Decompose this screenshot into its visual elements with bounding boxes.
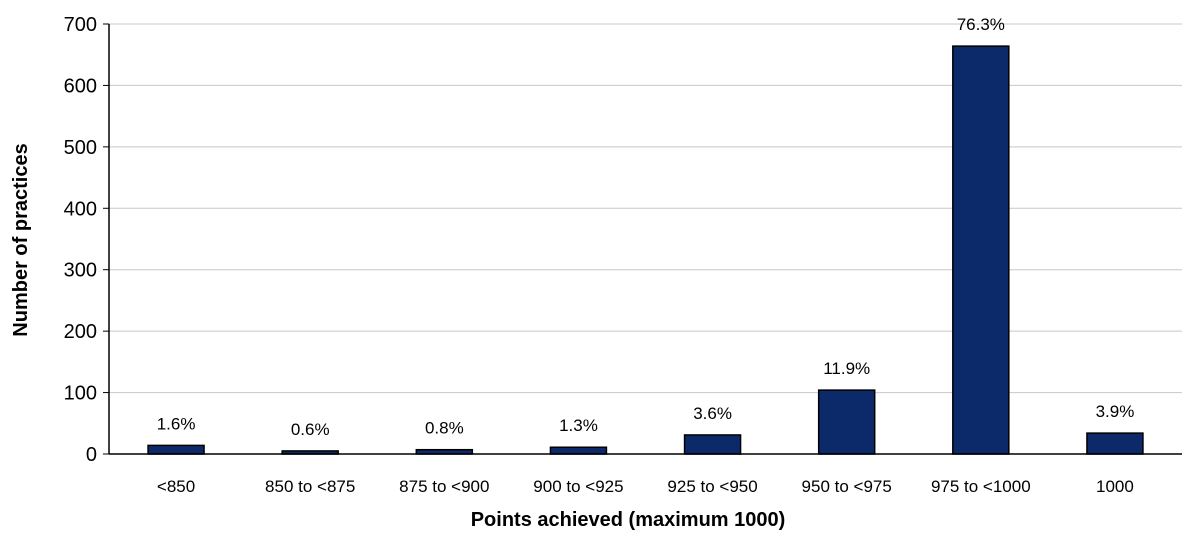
- bars: [147, 45, 1144, 455]
- y-tick-label: 400: [64, 198, 97, 220]
- y-tick-label: 100: [64, 383, 97, 405]
- bar: [952, 45, 1010, 455]
- y-tick-label: 0: [86, 444, 97, 466]
- x-tick-label: <850: [157, 477, 195, 496]
- x-tick-label: 925 to <950: [667, 477, 757, 496]
- x-tick-label: 900 to <925: [533, 477, 623, 496]
- y-tick-label: 300: [64, 260, 97, 282]
- data-label: 11.9%: [823, 359, 870, 378]
- bar: [683, 434, 742, 455]
- axes: [103, 23, 1182, 455]
- y-tick-label: 700: [64, 14, 97, 36]
- x-tick-label: 975 to <1000: [931, 477, 1031, 496]
- data-label: 1.3%: [559, 416, 598, 435]
- x-tick-label: 850 to <875: [265, 477, 355, 496]
- data-label: 1.6%: [157, 414, 196, 433]
- y-tick-label: 600: [64, 75, 97, 97]
- data-label: 3.9%: [1096, 402, 1135, 421]
- bar: [147, 444, 205, 455]
- data-label: 76.3%: [957, 15, 1005, 34]
- data-label: 0.6%: [291, 420, 330, 439]
- bar: [549, 446, 608, 455]
- data-label: 0.8%: [425, 419, 464, 438]
- x-axis-title: Points achieved (maximum 1000): [471, 509, 786, 531]
- bar: [1086, 432, 1144, 455]
- y-tick-label: 200: [64, 321, 97, 343]
- bar: [817, 389, 876, 455]
- x-tick-label: 1000: [1096, 477, 1134, 496]
- x-tick-label: 950 to <975: [802, 477, 892, 496]
- y-tick-label: 500: [64, 137, 97, 159]
- y-axis-title: Number of practices: [10, 143, 32, 336]
- x-tick-label: 875 to <900: [399, 477, 489, 496]
- gridlines: [109, 23, 1182, 394]
- labels: 0 100 200 300 400 500 600 700 <850 1.6% 850 to <87…: [64, 14, 1135, 496]
- data-label: 3.6%: [693, 404, 732, 423]
